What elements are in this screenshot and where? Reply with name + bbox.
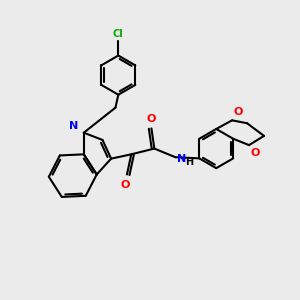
Text: O: O xyxy=(250,148,260,158)
Text: N: N xyxy=(69,121,79,131)
Text: N: N xyxy=(177,154,186,164)
Text: O: O xyxy=(147,114,156,124)
Text: Cl: Cl xyxy=(113,29,124,39)
Text: H: H xyxy=(185,158,194,167)
Text: O: O xyxy=(121,180,130,190)
Text: O: O xyxy=(233,107,243,118)
